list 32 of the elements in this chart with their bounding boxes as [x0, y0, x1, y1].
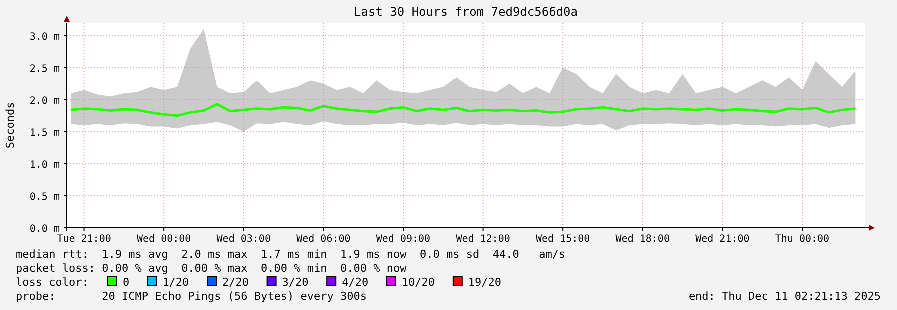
x-tick-label: Tue 21:00 — [57, 234, 112, 245]
y-tick-label: 1.5 m — [30, 128, 60, 139]
text: end: Thu Dec 11 02:21:13 2025 — [688, 290, 881, 303]
y-tick-label: 2.5 m — [30, 64, 60, 75]
chart-title: Last 30 Hours from 7ed9dc566d0a — [354, 5, 578, 19]
y-axis-title: Seconds — [4, 102, 17, 149]
y-tick-label: 2.0 m — [30, 96, 60, 107]
legend-label: 10/20 — [402, 276, 436, 289]
legend-label: 1/20 — [162, 276, 190, 289]
x-tick-label: Wed 12:00 — [456, 234, 510, 245]
x-tick-label: Thu 00:00 — [775, 234, 830, 245]
y-tick-label: 0.5 m — [30, 192, 60, 203]
x-tick-label: Wed 18:00 — [616, 234, 670, 245]
legend-label: 3/20 — [282, 276, 309, 289]
legend-label: 19/20 — [468, 276, 502, 289]
x-tick-label: Wed 15:00 — [536, 234, 590, 245]
line-series — [70, 103, 857, 118]
legend-title: loss color: — [16, 276, 89, 289]
x-tick-label: Wed 03:00 — [216, 234, 271, 245]
text: packet loss: 0.00 % avg 0.00 % max 0.00 % min 0.00 % now — [16, 262, 408, 275]
legend-label: 4/20 — [342, 276, 369, 289]
y-tick-label: 0.0 m — [30, 224, 60, 235]
legend-label: 0 — [123, 276, 130, 289]
x-tick-label: Wed 00:00 — [136, 234, 192, 245]
text: median rtt: 1.9 ms avg 2.0 ms max 1.7 ms min 1.9 ms now 0.0 ms sd 44.0 am/s — [16, 248, 566, 261]
text: probe: 20 ICMP Echo Pings (56 Bytes) every 300s — [16, 290, 367, 303]
y-tick-label: 1.0 m — [30, 160, 60, 171]
x-tick-label: Wed 09:00 — [376, 234, 431, 245]
x-tick-label: Wed 06:00 — [296, 234, 351, 245]
y-tick-label: 3.0 m — [30, 32, 60, 43]
x-tick-label: Wed 21:00 — [696, 234, 750, 245]
legend-label: 2/20 — [222, 276, 249, 289]
